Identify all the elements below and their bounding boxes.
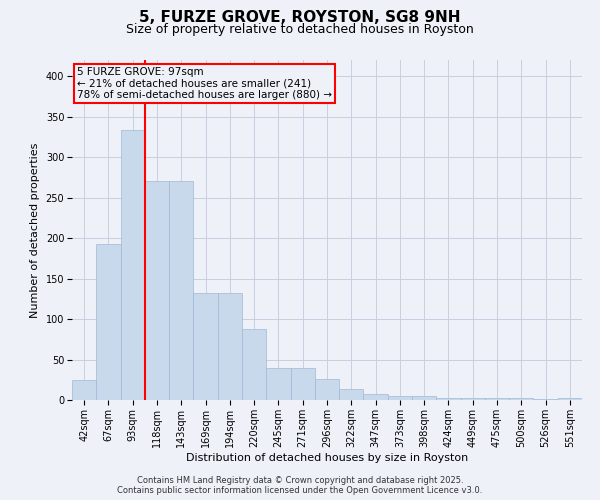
- Bar: [145, 182, 169, 400]
- Y-axis label: Number of detached properties: Number of detached properties: [30, 142, 40, 318]
- Bar: [388, 396, 412, 400]
- Bar: [290, 368, 315, 400]
- Text: 5 FURZE GROVE: 97sqm
← 21% of detached houses are smaller (241)
78% of semi-deta: 5 FURZE GROVE: 97sqm ← 21% of detached h…: [77, 67, 332, 100]
- Bar: [509, 398, 533, 400]
- X-axis label: Distribution of detached houses by size in Royston: Distribution of detached houses by size …: [186, 452, 468, 462]
- Text: Contains HM Land Registry data © Crown copyright and database right 2025.
Contai: Contains HM Land Registry data © Crown c…: [118, 476, 482, 495]
- Text: Size of property relative to detached houses in Royston: Size of property relative to detached ho…: [126, 22, 474, 36]
- Bar: [558, 398, 582, 400]
- Bar: [364, 394, 388, 400]
- Text: 5, FURZE GROVE, ROYSTON, SG8 9NH: 5, FURZE GROVE, ROYSTON, SG8 9NH: [139, 10, 461, 25]
- Bar: [436, 398, 461, 400]
- Bar: [96, 244, 121, 400]
- Bar: [266, 368, 290, 400]
- Bar: [339, 388, 364, 400]
- Bar: [218, 293, 242, 400]
- Bar: [485, 398, 509, 400]
- Bar: [169, 182, 193, 400]
- Bar: [533, 399, 558, 400]
- Bar: [315, 379, 339, 400]
- Bar: [193, 293, 218, 400]
- Bar: [412, 396, 436, 400]
- Bar: [72, 380, 96, 400]
- Bar: [121, 130, 145, 400]
- Bar: [242, 329, 266, 400]
- Bar: [461, 398, 485, 400]
